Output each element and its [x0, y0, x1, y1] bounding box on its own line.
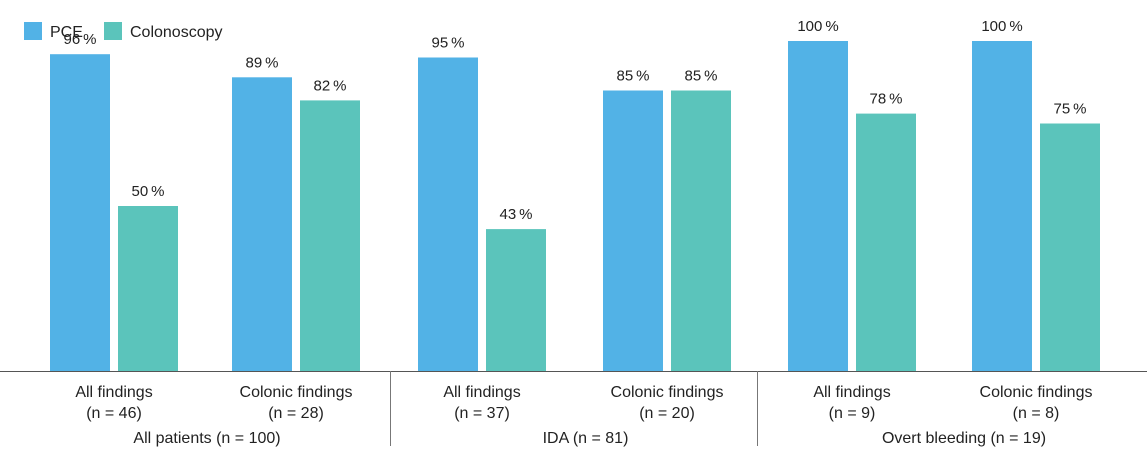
- value-label-pce-4: 85 %: [616, 68, 649, 85]
- bar-pce-5: [788, 41, 848, 371]
- value-label-pce-5: 100 %: [797, 18, 838, 35]
- bars: [50, 41, 1100, 372]
- bar-pce-4: [603, 90, 663, 371]
- tick-label-1: All findings: [75, 384, 152, 401]
- bar-pce-1: [50, 54, 110, 371]
- tick-label-n-1: (n = 46): [86, 405, 142, 422]
- value-label-colonoscopy-3: 43 %: [499, 206, 532, 223]
- value-label-pce-1: 96 %: [63, 31, 96, 48]
- value-label-colonoscopy-5: 78 %: [869, 91, 902, 108]
- group-label-1: All patients (n = 100): [133, 430, 280, 447]
- bar-colonoscopy-4: [671, 90, 731, 371]
- bar-colonoscopy-6: [1040, 123, 1100, 371]
- value-label-colonoscopy-4: 85 %: [684, 68, 717, 85]
- value-label-colonoscopy-6: 75 %: [1053, 101, 1086, 118]
- value-label-pce-2: 89 %: [245, 54, 278, 71]
- tick-label-n-4: (n = 20): [639, 405, 695, 422]
- tick-label-4: Colonic findings: [611, 384, 724, 401]
- value-label-colonoscopy-2: 82 %: [313, 77, 346, 94]
- group-label-3: Overt bleeding (n = 19): [882, 430, 1046, 447]
- tick-label-2: Colonic findings: [240, 384, 353, 401]
- bar-pce-3: [418, 57, 478, 371]
- bar-pce-2: [232, 77, 292, 372]
- bar-colonoscopy-3: [486, 229, 546, 371]
- tick-label-n-6: (n = 8): [1013, 405, 1060, 422]
- bar-colonoscopy-2: [300, 100, 360, 372]
- legend-label-pce: PCE: [50, 24, 83, 41]
- tick-label-n-5: (n = 9): [829, 405, 876, 422]
- legend: PCE Colonoscopy: [24, 22, 223, 41]
- tick-label-n-3: (n = 37): [454, 405, 510, 422]
- tick-label-3: All findings: [443, 384, 520, 401]
- legend-label-colonoscopy: Colonoscopy: [130, 24, 223, 41]
- value-labels: 96 % 89 % 95 % 85 % 100 % 100 % 50 % 82 % 43 % 85…: [63, 18, 1086, 223]
- value-label-pce-3: 95 %: [431, 35, 464, 52]
- x-axis: All findings (n = 46) Colonic findings (n =…: [0, 371, 1147, 447]
- tick-label-n-2: (n = 28): [268, 405, 324, 422]
- bar-pce-6: [972, 41, 1032, 371]
- bar-colonoscopy-5: [856, 113, 916, 371]
- tick-label-5: All findings: [813, 384, 890, 401]
- value-label-pce-6: 100 %: [981, 18, 1022, 35]
- legend-swatch-colonoscopy: [104, 22, 122, 40]
- legend-swatch-pce: [24, 22, 42, 40]
- tick-label-6: Colonic findings: [980, 384, 1093, 401]
- bar-colonoscopy-1: [118, 206, 178, 371]
- group-label-2: IDA (n = 81): [543, 430, 629, 447]
- value-label-colonoscopy-1: 50 %: [131, 183, 164, 200]
